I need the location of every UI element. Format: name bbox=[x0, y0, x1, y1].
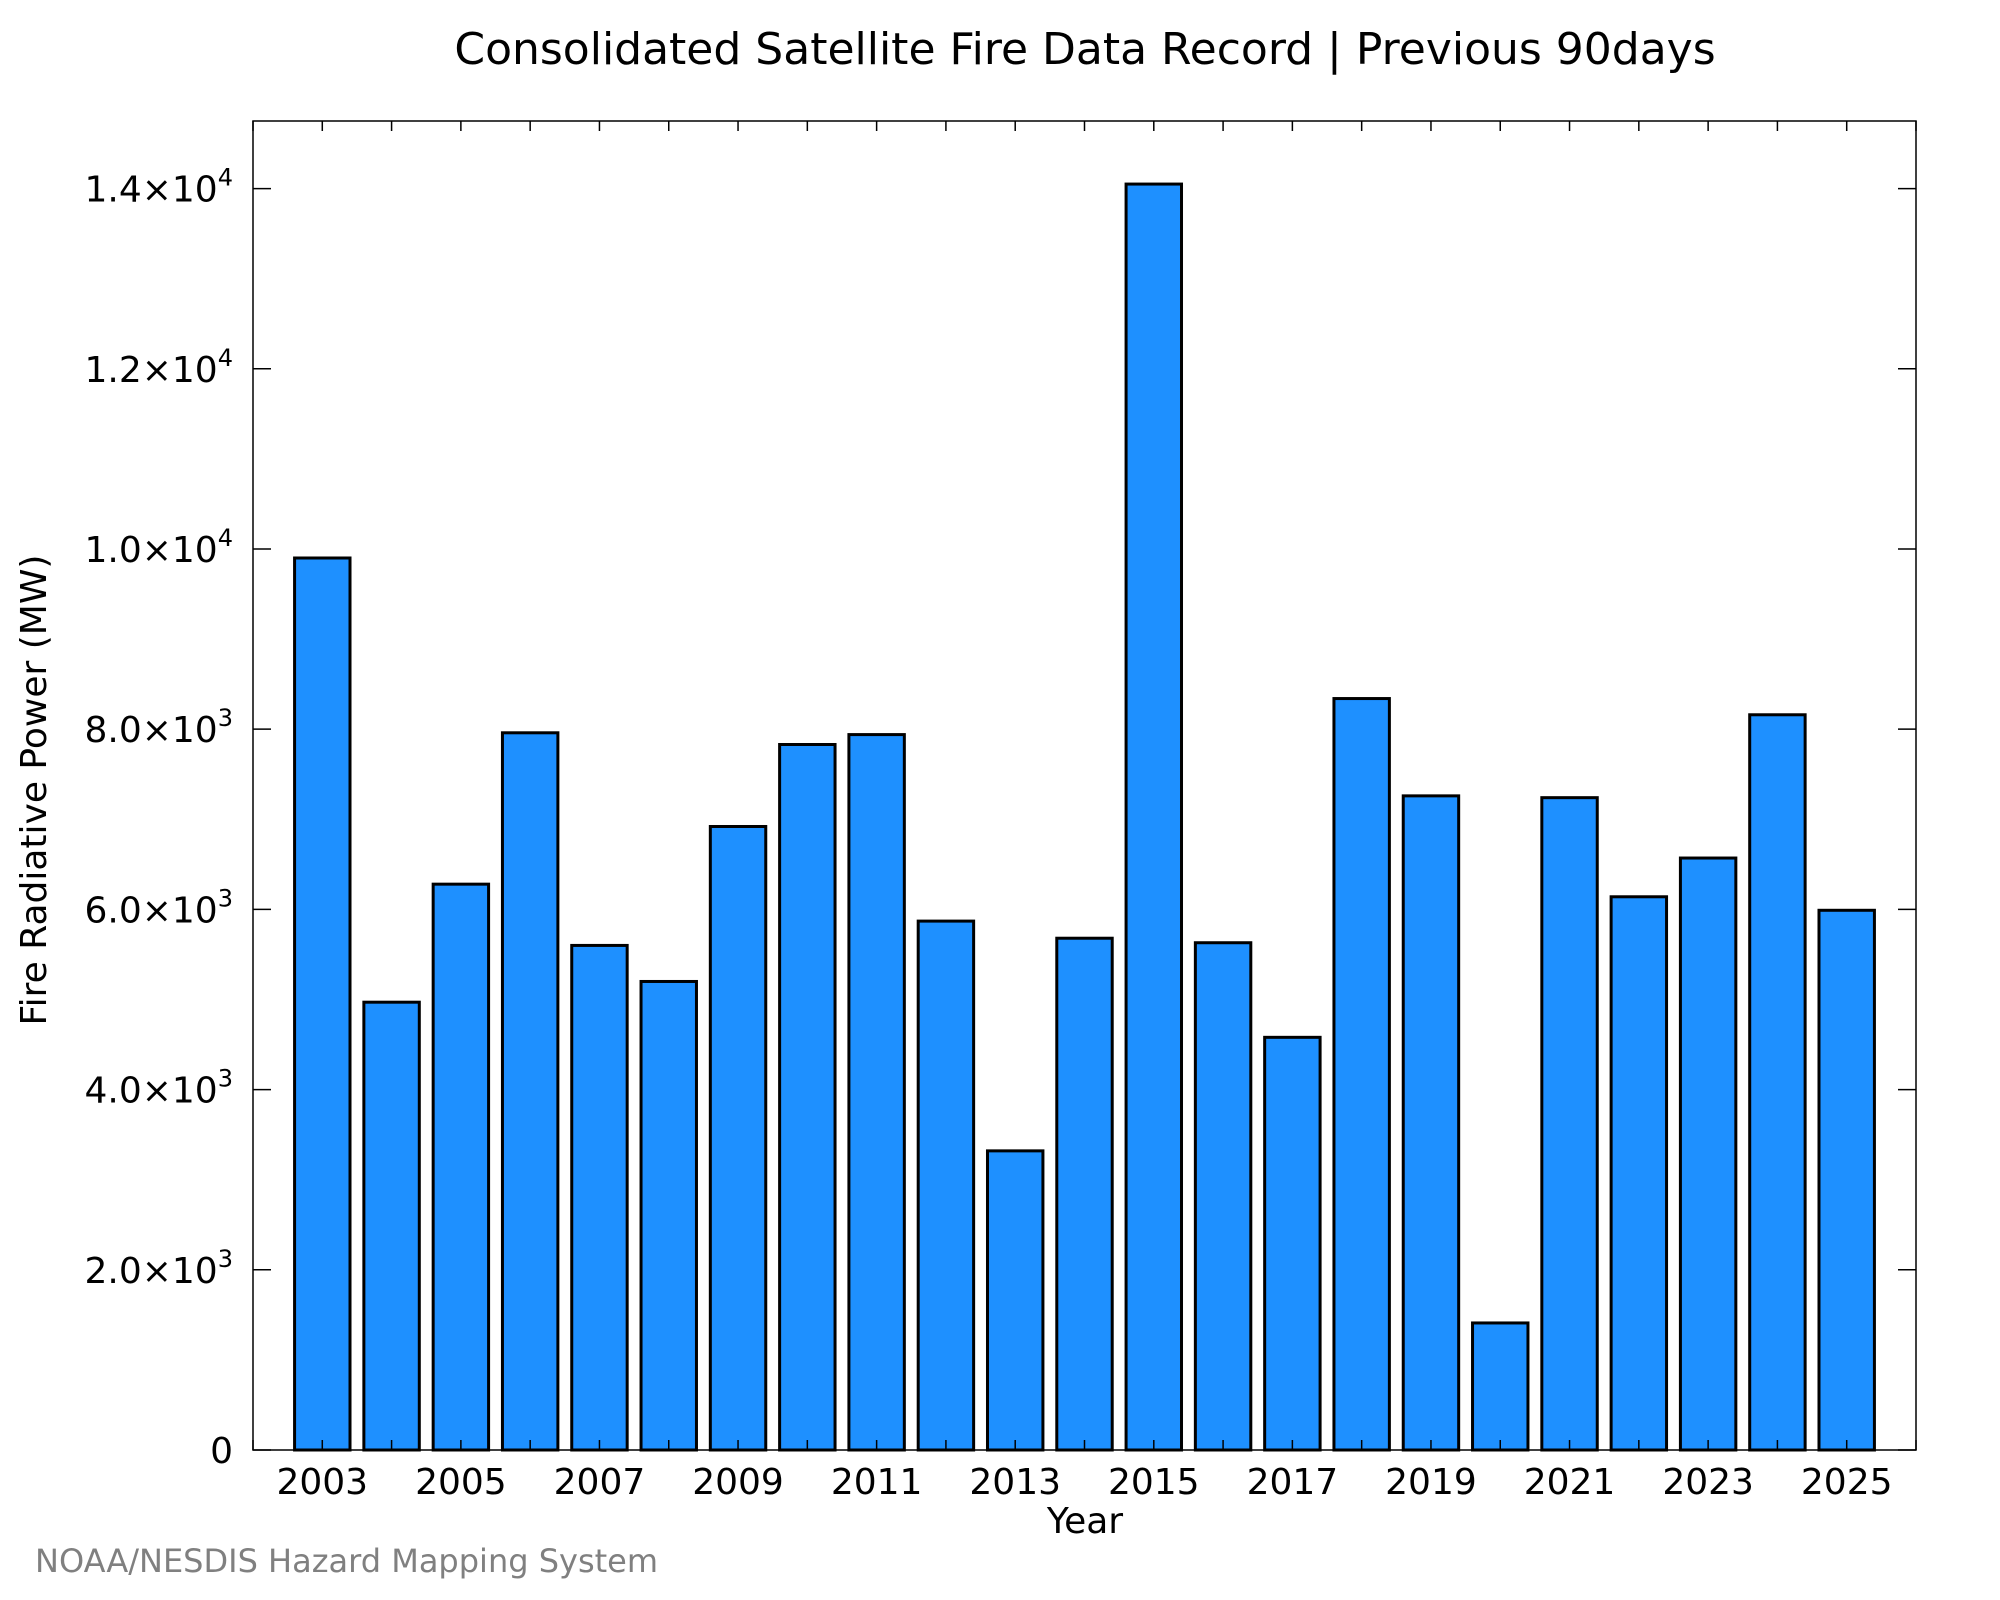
x-axis-label: Year bbox=[1046, 1501, 1123, 1542]
bar-2007 bbox=[570, 943, 629, 1452]
x-tick-label-2007: 2007 bbox=[554, 1462, 646, 1503]
credit-text: NOAA/NESDIS Hazard Mapping System bbox=[35, 1542, 658, 1580]
x-tick-label-2015: 2015 bbox=[1108, 1462, 1200, 1503]
bar-2021 bbox=[1540, 796, 1599, 1452]
x-tick-label-2005: 2005 bbox=[415, 1462, 507, 1503]
bar-2003 bbox=[293, 556, 352, 1452]
bar-2019 bbox=[1401, 794, 1461, 1452]
x-tick-label-2009: 2009 bbox=[692, 1462, 784, 1503]
bar-2004 bbox=[362, 1000, 421, 1452]
bar-2009 bbox=[708, 824, 768, 1452]
bar-2023 bbox=[1678, 856, 1738, 1452]
bar-2022 bbox=[1609, 895, 1669, 1452]
x-tick-label-2025: 2025 bbox=[1801, 1462, 1893, 1503]
bar-2012 bbox=[916, 919, 976, 1452]
x-tick-label-2023: 2023 bbox=[1662, 1462, 1754, 1503]
bar-2020 bbox=[1471, 1321, 1530, 1452]
y-tick-label-12000: 1.2×104 bbox=[84, 344, 233, 391]
chart-title: Consolidated Satellite Fire Data Record … bbox=[454, 24, 1715, 75]
y-tick-label-2000: 2.0×103 bbox=[84, 1245, 233, 1292]
bar-2006 bbox=[500, 731, 560, 1452]
bar-2025 bbox=[1817, 908, 1876, 1452]
y-tick-label-4000: 4.0×103 bbox=[84, 1065, 233, 1112]
plot-frame bbox=[252, 120, 1917, 1451]
ticks-group: 2003 2005 2007 2009 2011 2013 2015 2017 2019 2021… bbox=[84, 121, 1917, 1503]
bar-2024 bbox=[1748, 713, 1807, 1452]
x-tick-label-2013: 2013 bbox=[969, 1462, 1061, 1503]
bar-2010 bbox=[778, 743, 837, 1452]
y-tick-label-6000: 6.0×103 bbox=[84, 884, 233, 931]
bar-2011 bbox=[847, 733, 906, 1452]
bar-2016 bbox=[1193, 941, 1253, 1452]
bars-group bbox=[293, 182, 1876, 1452]
x-tick-label-2019: 2019 bbox=[1385, 1462, 1477, 1503]
bar-2018 bbox=[1332, 697, 1391, 1452]
y-axis-label: Fire Radiative Power (MW) bbox=[14, 555, 55, 1026]
x-tick-label-2021: 2021 bbox=[1524, 1462, 1616, 1503]
y-tick-label-8000: 8.0×103 bbox=[84, 704, 233, 751]
x-tick-label-2011: 2011 bbox=[831, 1462, 923, 1503]
bar-2013 bbox=[985, 1149, 1045, 1452]
bar-2014 bbox=[1055, 936, 1114, 1452]
y-tick-label-14000: 1.4×104 bbox=[84, 164, 233, 211]
x-tick-label-2003: 2003 bbox=[276, 1462, 368, 1503]
bar-2008 bbox=[639, 979, 698, 1452]
x-tick-label-2017: 2017 bbox=[1247, 1462, 1339, 1503]
bar-2017 bbox=[1263, 1035, 1322, 1452]
y-tick-label-0: 0 bbox=[210, 1431, 233, 1472]
y-tick-label-10000: 1.0×104 bbox=[84, 524, 233, 571]
bar-2005 bbox=[431, 882, 491, 1452]
bar-2015 bbox=[1124, 182, 1184, 1452]
